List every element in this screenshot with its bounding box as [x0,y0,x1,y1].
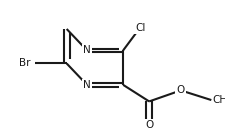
Text: Br: Br [19,59,30,68]
Text: N: N [83,80,90,90]
Text: N: N [83,45,90,55]
Text: Cl: Cl [134,23,145,33]
Text: CH₃: CH₃ [212,95,225,105]
Text: O: O [144,120,153,130]
Text: O: O [176,85,184,95]
